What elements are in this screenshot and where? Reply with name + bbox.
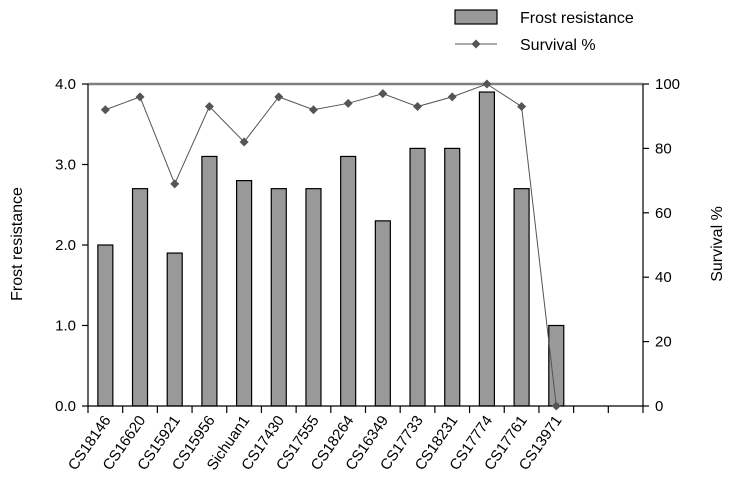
survival-point — [204, 102, 214, 112]
y-left-tick-label: 4.0 — [55, 76, 76, 93]
bar — [131, 188, 149, 407]
bar — [270, 188, 287, 407]
survival-point — [447, 92, 457, 102]
bar — [409, 147, 426, 407]
survival-point — [135, 92, 145, 102]
bar — [340, 155, 357, 407]
y-axis-left-title: Frost resistance — [9, 187, 26, 301]
y-right-tick-label: 20 — [655, 334, 672, 351]
y-axis-right-title: Survival % — [709, 206, 726, 282]
legend-label-frost-resistance: Frost resistance — [520, 10, 634, 27]
survival-point — [551, 401, 561, 411]
bar — [305, 188, 322, 407]
survival-point — [343, 98, 353, 108]
y-right-tick-label: 40 — [655, 269, 672, 286]
y-left-tick-label: 2.0 — [55, 237, 76, 254]
survival-point — [239, 137, 249, 147]
survival-point — [482, 79, 492, 89]
survival-line — [105, 83, 557, 407]
y-left-tick-label: 3.0 — [55, 157, 76, 174]
survival-point — [413, 102, 423, 112]
bar — [97, 244, 114, 407]
legend-swatch-frost-resistance — [454, 9, 498, 25]
bar — [235, 180, 253, 407]
bar — [166, 252, 183, 407]
survival-point — [170, 179, 180, 189]
bar — [513, 188, 530, 407]
bar — [478, 91, 496, 407]
legend-marker-survival — [471, 39, 481, 49]
survival-point — [308, 105, 318, 115]
legend: Frost resistance Survival % — [454, 9, 634, 54]
survival-point — [100, 105, 110, 115]
y-right-tick-label: 0 — [655, 398, 663, 415]
bar — [201, 155, 218, 407]
y-right-tick-label: 80 — [655, 140, 672, 157]
survival-point — [517, 102, 527, 112]
legend-label-survival: Survival % — [520, 37, 596, 54]
y-right-tick-label: 60 — [655, 205, 672, 222]
survival-point — [378, 89, 388, 99]
survival-point — [274, 92, 284, 102]
y-right-tick-label: 100 — [655, 76, 680, 93]
bar — [444, 147, 461, 407]
y-left-tick-label: 0.0 — [55, 398, 76, 415]
y-left-tick-label: 1.0 — [55, 318, 76, 335]
bar — [548, 324, 565, 407]
bar — [374, 220, 391, 407]
plot-area: 0.01.02.03.04.0020406080100CS18146CS1662… — [55, 76, 680, 474]
